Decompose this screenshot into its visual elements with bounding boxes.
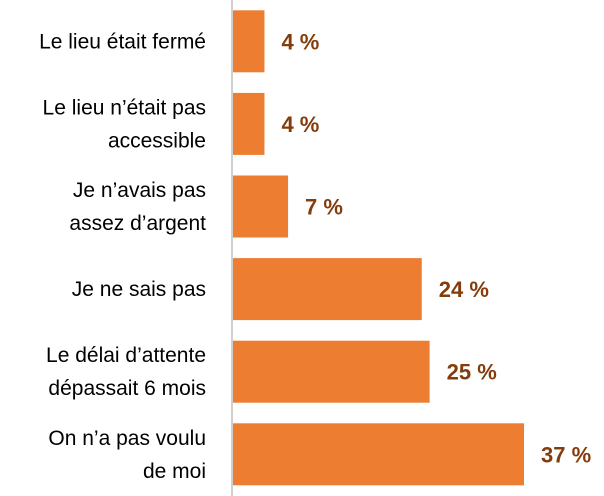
category-label-line: Le délai d’attente [46, 344, 206, 367]
value-label-0: 4 % [281, 29, 319, 54]
bar-5 [233, 423, 524, 486]
category-label-line: dépassait 6 mois [48, 377, 206, 400]
category-label-line: Le lieu était fermé [39, 30, 206, 53]
value-label-4: 25 % [447, 360, 497, 385]
category-label-line: Le lieu n’était pas [43, 96, 206, 119]
bar-2 [233, 175, 289, 238]
bar-3 [233, 258, 422, 321]
category-label-line: Je n’avais pas [73, 179, 206, 202]
category-label-line: Je ne sais pas [72, 278, 206, 301]
category-label-3: Je ne sais pas [72, 278, 206, 301]
category-labels-group: Le lieu était fermé Le lieu n’était pas ac… [39, 30, 206, 483]
category-label-5: On n’a pas voulu de moi [48, 427, 206, 483]
value-label-1: 4 % [281, 112, 319, 137]
category-label-2: Je n’avais pas assez d’argent [69, 179, 206, 235]
category-label-0: Le lieu était fermé [39, 30, 206, 53]
value-labels-group: 4 % 4 % 7 % 24 % 25 % 37 % [281, 29, 591, 467]
category-label-line: accessible [108, 129, 206, 152]
category-label-line: On n’a pas voulu [48, 427, 206, 450]
bar-1 [233, 92, 265, 155]
bar-0 [233, 10, 265, 73]
category-label-4: Le délai d’attente dépassait 6 mois [46, 344, 206, 400]
bars-group [233, 10, 524, 486]
category-label-line: assez d’argent [69, 212, 206, 235]
bar-4 [233, 340, 430, 403]
category-label-line: de moi [143, 460, 206, 483]
value-label-5: 37 % [541, 442, 591, 467]
value-label-2: 7 % [305, 195, 343, 220]
value-label-3: 24 % [439, 277, 489, 302]
category-label-1: Le lieu n’était pas accessible [43, 96, 206, 152]
